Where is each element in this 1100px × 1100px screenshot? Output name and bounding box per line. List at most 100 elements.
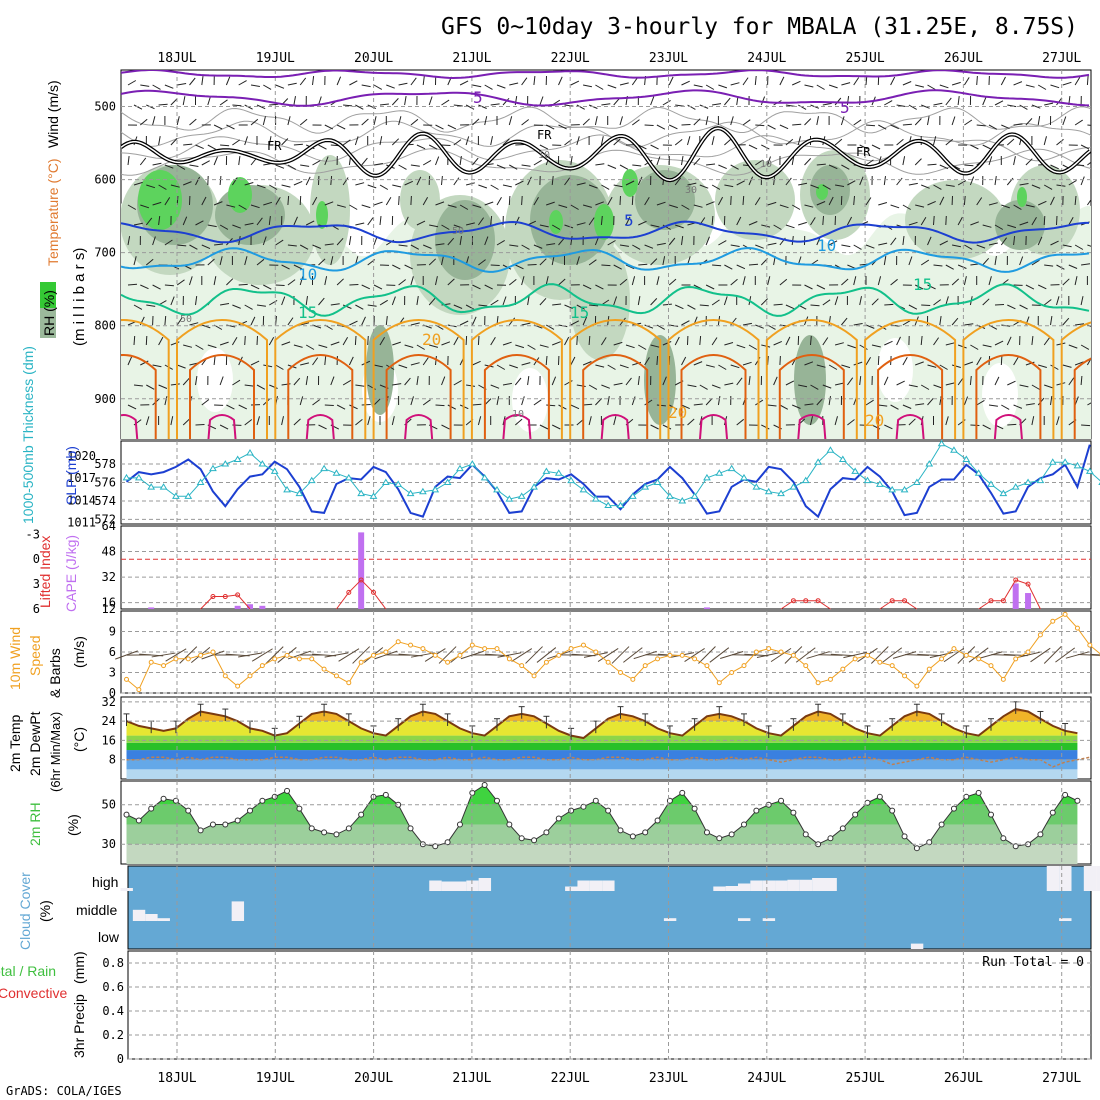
- wind-barb: [219, 175, 222, 186]
- wind-barb: [982, 257, 990, 266]
- wind-barb: [1025, 403, 1035, 406]
- wind-barb: [865, 197, 872, 206]
- wind-barb: [330, 376, 335, 386]
- wind-barb: [1038, 364, 1047, 368]
- wind-barb: [176, 116, 180, 126]
- wind-barb: [349, 80, 358, 86]
- wind-barb: [576, 182, 586, 186]
- wind-barb: [521, 362, 531, 366]
- wind-barb: [1086, 75, 1089, 86]
- thickness-point: [221, 460, 230, 467]
- y-tick-label: 0.2: [102, 1028, 124, 1042]
- wind-barb: [712, 264, 722, 267]
- wind-barb: [195, 344, 204, 350]
- wind-barb: [515, 144, 525, 146]
- wind-barb: [570, 236, 573, 246]
- wind-barb: [668, 237, 676, 246]
- wind-barb: [349, 204, 358, 210]
- rh2m-point: [716, 835, 723, 842]
- wind-barb: [865, 159, 874, 166]
- wind-barb: [914, 158, 922, 166]
- wind-barb: [1013, 356, 1019, 366]
- temp-contour-30: [305, 414, 335, 439]
- wind-barb: [1068, 377, 1075, 386]
- wind10m-barb: [917, 653, 942, 657]
- thickness-point: [777, 489, 785, 497]
- wind-barb: [730, 195, 732, 206]
- wind-barb: [736, 264, 746, 270]
- wind-barb: [1081, 424, 1091, 427]
- wind-barb: [422, 196, 429, 206]
- rh-clear-patch: [197, 348, 233, 412]
- thickness-point: [184, 492, 193, 499]
- wind-barb: [459, 236, 462, 246]
- wind10m-point: [988, 663, 994, 669]
- cloud-bar: [663, 918, 677, 921]
- rh2m-point: [222, 821, 229, 828]
- wind-barb: [952, 244, 961, 248]
- wind-barb: [976, 356, 982, 366]
- rh2m-point: [160, 795, 167, 802]
- wind-barb: [355, 384, 365, 387]
- wind-barb: [969, 176, 975, 186]
- li-point: [358, 577, 364, 583]
- wind-barb: [398, 164, 407, 170]
- wind-barb: [244, 304, 253, 310]
- wind-barb: [441, 224, 450, 230]
- rh-saturated: [228, 177, 252, 213]
- wind-barb: [453, 104, 463, 107]
- wind-barb: [398, 82, 408, 86]
- wind-barb: [355, 222, 365, 226]
- wind-barb: [244, 182, 254, 186]
- wind-barb: [1062, 244, 1072, 248]
- wind-barb: [804, 118, 812, 126]
- bottom-date-axis: 18JUL 19JUL 20JUL 21JUL 22JUL 23JUL 24JUL 25JUL…: [157, 1071, 1081, 1086]
- wind-barb: [1068, 264, 1078, 269]
- thickness-point: [443, 478, 452, 485]
- wind-barb: [521, 396, 525, 406]
- wind-barb: [1080, 176, 1085, 186]
- wind-barb: [1037, 84, 1047, 90]
- temp-contour-30: [698, 414, 729, 439]
- wind-barb: [189, 276, 193, 286]
- wind-barb: [687, 418, 695, 426]
- temp-contour-20: [372, 319, 465, 439]
- wind-barb: [902, 156, 906, 166]
- rh2m-point: [913, 845, 920, 852]
- wind-barb: [613, 341, 623, 346]
- wind-barb: [644, 399, 653, 406]
- wind10m-point: [259, 663, 265, 669]
- wind-barb: [785, 304, 795, 310]
- y-tick-label: 578: [94, 457, 116, 471]
- wind-barb: [551, 224, 561, 230]
- li-line: [336, 579, 387, 610]
- wind-barb: [810, 184, 820, 189]
- wind-barb: [472, 157, 479, 166]
- wind10m-point: [741, 663, 747, 669]
- wind10m-point: [408, 642, 414, 648]
- wind-barb: [1062, 278, 1070, 286]
- wind-barb: [988, 202, 998, 206]
- wind-barb: [945, 97, 952, 106]
- li-line: [780, 600, 831, 610]
- wind-barb: [287, 195, 290, 206]
- wind-barb: [367, 217, 374, 226]
- wind-barb: [250, 118, 259, 126]
- thickness-point: [270, 467, 279, 474]
- wind-barb: [576, 136, 580, 146]
- wind-barb: [546, 201, 555, 206]
- thickness-point: [344, 473, 353, 481]
- cloud-bar: [565, 886, 578, 891]
- wind-barb: [441, 99, 450, 106]
- wind-barb: [920, 259, 930, 266]
- cloud-bar: [787, 879, 800, 891]
- wind-barb: [963, 195, 966, 206]
- thickness-point: [530, 483, 538, 490]
- wind-barb: [883, 376, 889, 386]
- wind-barb: [527, 176, 532, 186]
- wind10m-point: [976, 656, 982, 662]
- wind-barb: [379, 184, 389, 190]
- wind-barb: [834, 296, 839, 306]
- wind-barb: [496, 84, 506, 89]
